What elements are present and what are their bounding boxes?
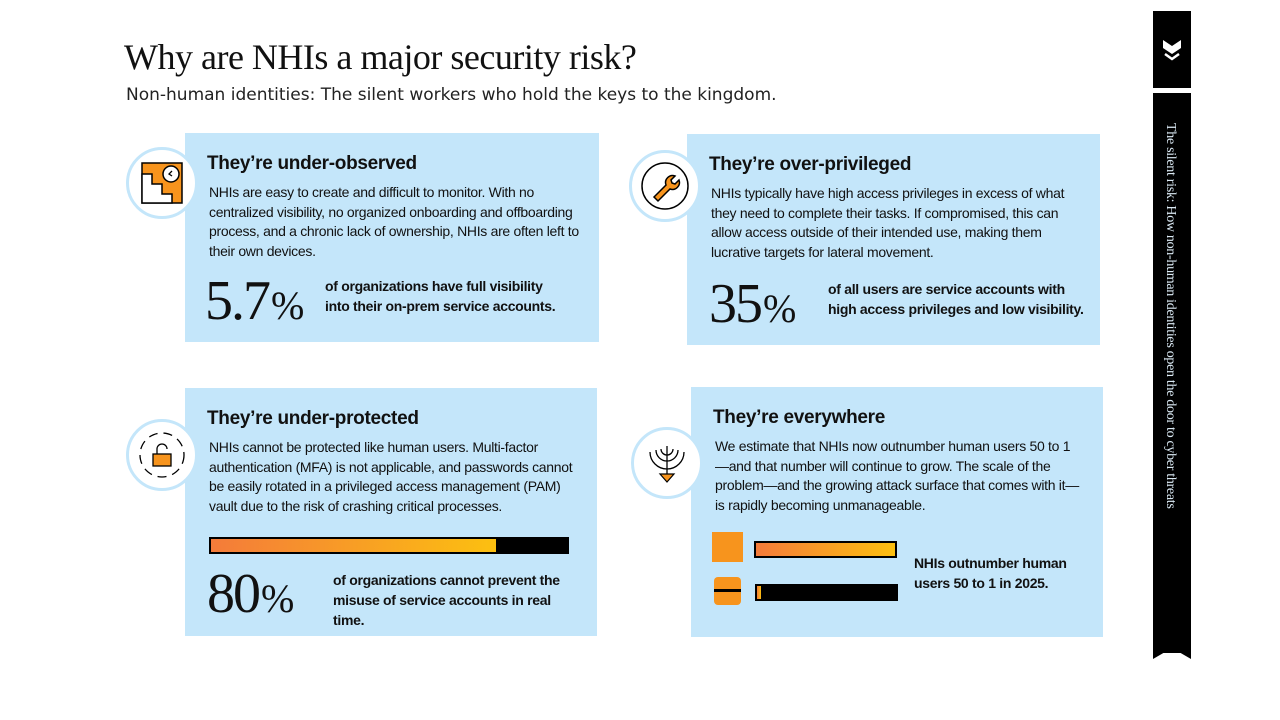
sidebar-tab-point — [1153, 648, 1191, 659]
wrench-icon — [629, 150, 701, 222]
stat-text: of organizations have full visibility in… — [325, 278, 556, 314]
card-title: They’re under-observed — [207, 153, 417, 174]
stat-text: NHIs outnumber human users 50 to 1 in 20… — [914, 555, 1067, 591]
stat-text: of all users are service accounts with h… — [828, 281, 1084, 317]
card-over-privileged: They’re over-privileged NHIs typically h… — [687, 134, 1100, 345]
nhi-bar-fill — [756, 543, 895, 556]
progress-bar — [209, 537, 569, 554]
stat-text: of organizations cannot prevent the misu… — [333, 572, 560, 628]
card-title: They’re everywhere — [713, 407, 886, 428]
nhi-bar — [754, 541, 897, 558]
stat-value: 35% — [709, 273, 796, 335]
stat-value: 5.7% — [205, 270, 304, 332]
card-under-protected: They’re under-protected NHIs cannot be p… — [185, 388, 597, 636]
card-body: NHIs cannot be protected like human user… — [209, 439, 573, 514]
human-bar-fill — [757, 586, 762, 599]
sidebar-tab[interactable]: The silent risk: How non-human identitie… — [1153, 93, 1191, 653]
card-title: They’re under-protected — [207, 408, 419, 429]
card-body: NHIs typically have high access privileg… — [711, 185, 1065, 260]
human-bar — [755, 584, 898, 601]
stairs-clock-icon — [126, 147, 198, 219]
nhi-icon — [712, 532, 743, 562]
chevron-double-down-icon — [1163, 39, 1181, 61]
human-icon — [714, 577, 741, 605]
card-body: NHIs are easy to create and difficult to… — [209, 184, 579, 259]
card-under-observed: They’re under-observed NHIs are easy to … — [185, 133, 599, 342]
card-title: They’re over-privileged — [709, 154, 912, 175]
collapse-sidebar-button[interactable] — [1153, 11, 1191, 88]
card-body: We estimate that NHIs now outnumber huma… — [715, 438, 1079, 513]
antenna-icon — [631, 427, 703, 499]
progress-fill — [211, 539, 496, 552]
card-everywhere: They’re everywhere We estimate that NHIs… — [691, 387, 1103, 637]
stat-value: 80% — [207, 563, 294, 625]
page-subtitle: Non-human identities: The silent workers… — [126, 85, 777, 105]
sidebar-title: The silent risk: How non-human identitie… — [1163, 123, 1178, 509]
unlock-icon — [126, 419, 198, 491]
page-title: Why are NHIs a major security risk? — [124, 37, 637, 77]
